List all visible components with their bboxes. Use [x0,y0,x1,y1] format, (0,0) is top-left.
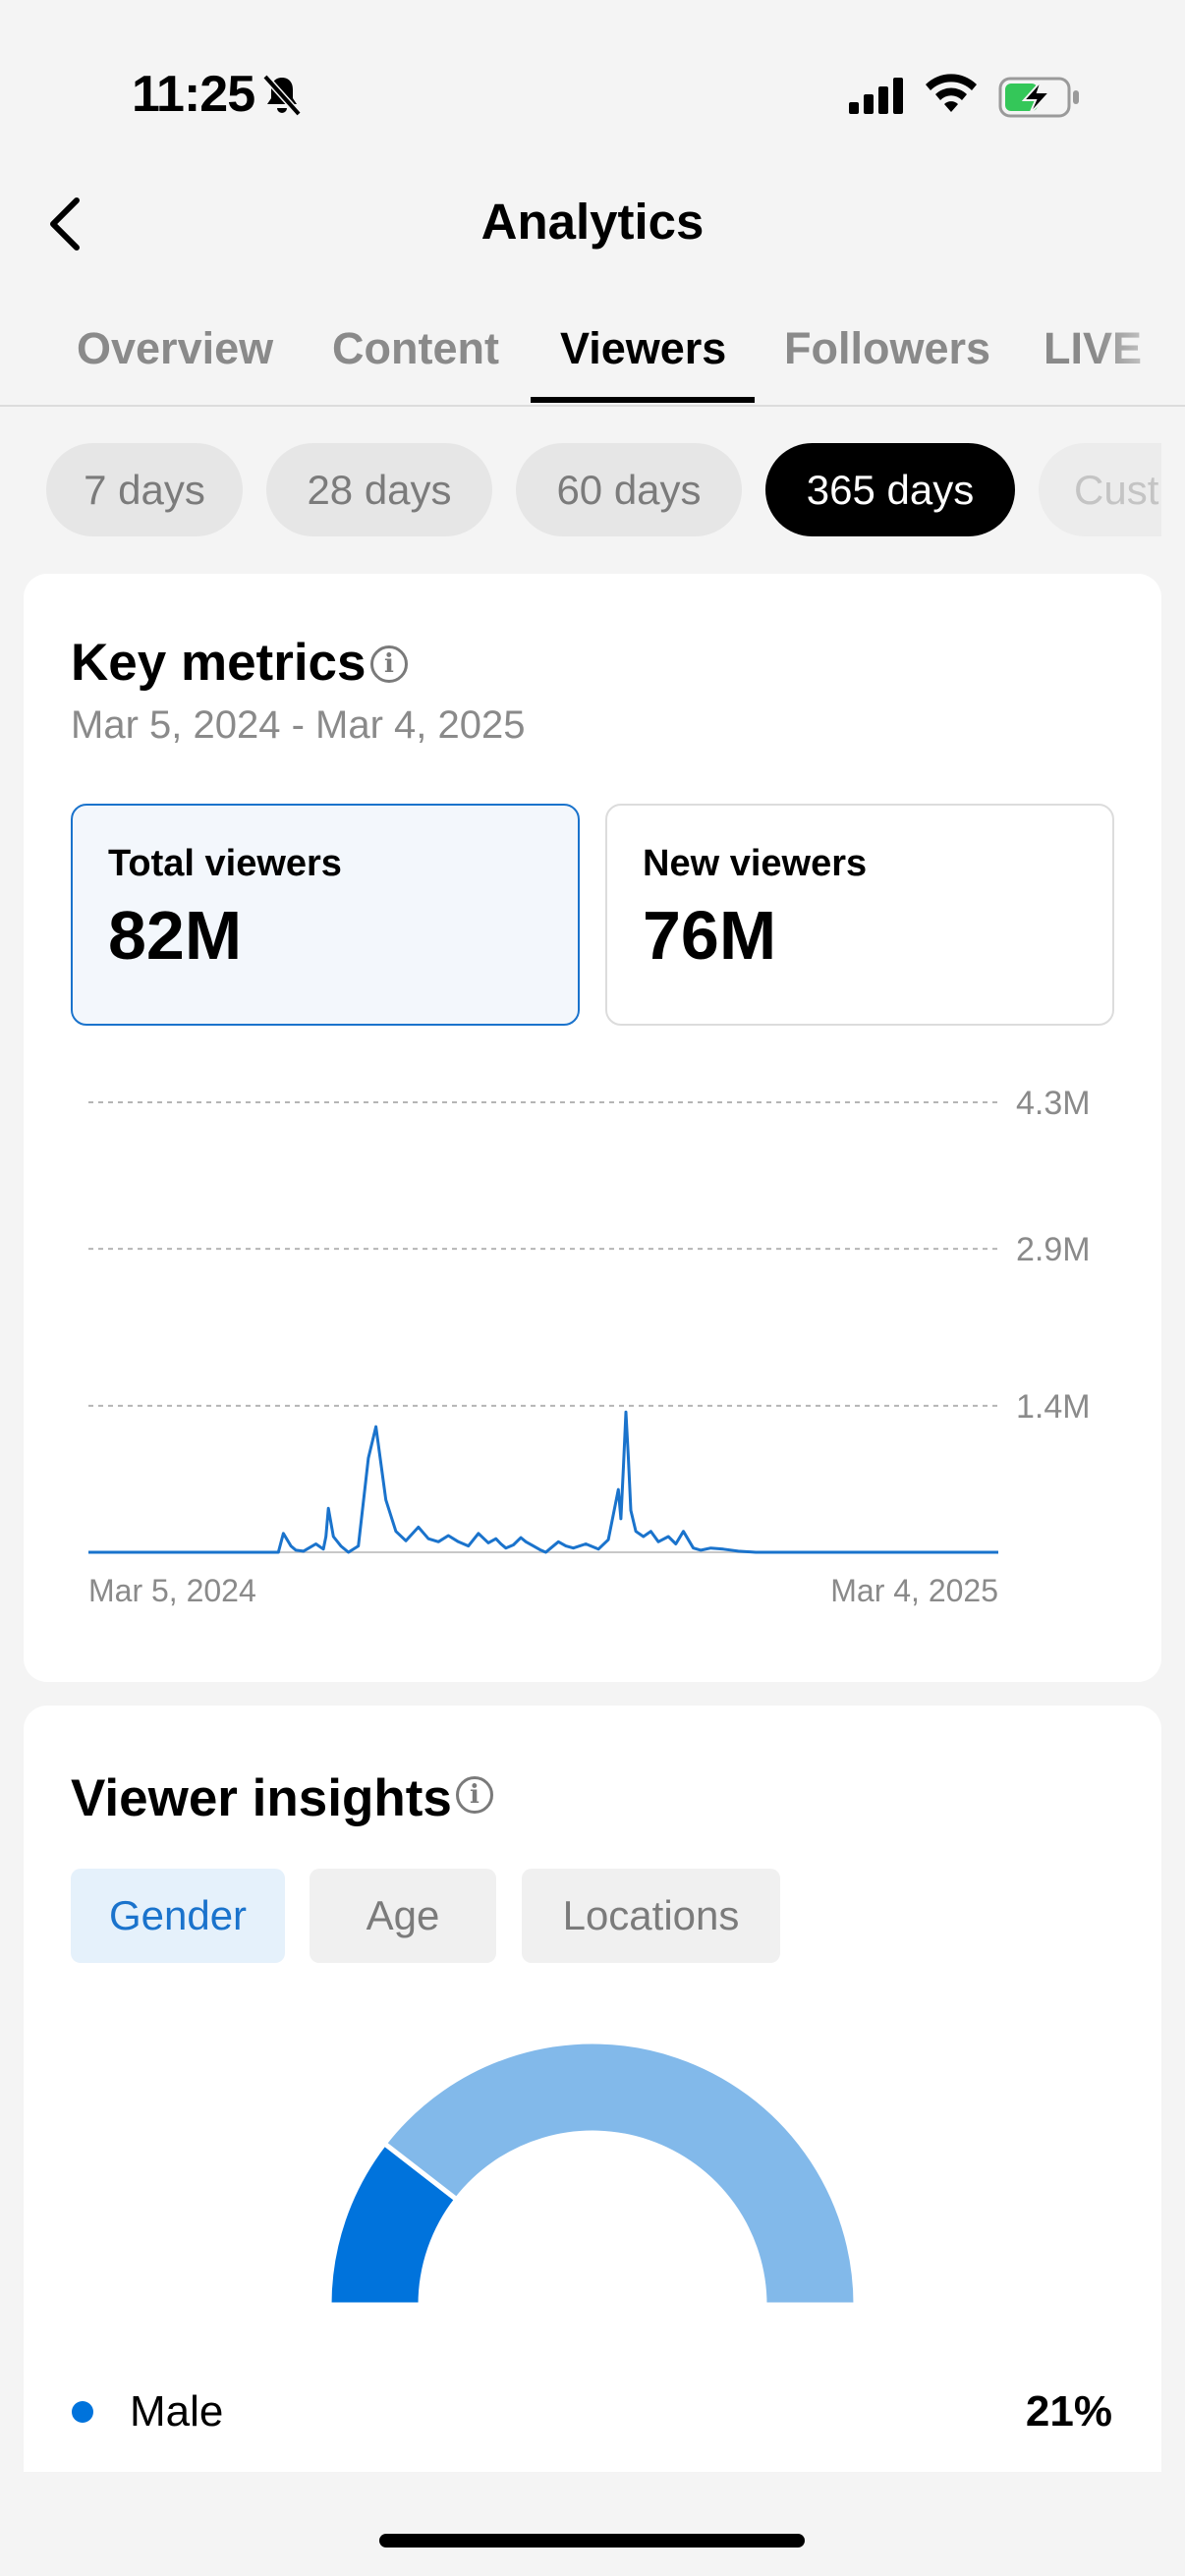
viewers-line-chart: 4.3M 2.9M 1.4M Mar 5, 2024 Mar 4, 2025 [88,1085,1091,1608]
tab-viewers[interactable]: Viewers [560,323,727,373]
info-icon[interactable]: i [456,1776,493,1814]
segment-gender[interactable]: Gender [71,1869,285,1963]
bell-muted-icon [257,71,307,120]
period-custom[interactable]: Cust [1039,443,1161,536]
key-metrics-title: Key metrics [71,634,367,692]
date-range: Mar 5, 2024 - Mar 4, 2025 [71,703,526,747]
tab-content[interactable]: Content [332,323,499,373]
x-tick-label: Mar 4, 2025 [830,1573,998,1608]
home-indicator [379,2534,805,2548]
legend-value-male: 21% [1025,2387,1112,2436]
tab-bar: Overview Content Viewers Followers LIVE [0,309,1185,404]
gender-semicircle-chart [326,2039,859,2308]
tab-followers[interactable]: Followers [784,323,991,373]
period-7-days[interactable]: 7 days [46,443,243,536]
segment-age[interactable]: Age [310,1869,496,1963]
legend-label-male: Male [130,2387,224,2436]
wifi-icon [924,73,979,116]
status-time: 11:25 [132,66,255,123]
total-viewers-card[interactable]: Total viewers 82M [71,804,580,1026]
tab-overview[interactable]: Overview [77,323,274,373]
metric-value: 76M [643,897,777,974]
period-28-days[interactable]: 28 days [266,443,492,536]
cellular-signal-icon [849,77,908,116]
tabs-divider [0,405,1185,407]
tabs-scroll-fade [1097,309,1185,404]
segment-locations[interactable]: Locations [522,1869,780,1963]
x-tick-label: Mar 5, 2024 [88,1573,256,1608]
info-icon[interactable]: i [370,645,408,683]
period-365-days[interactable]: 365 days [765,443,1015,536]
legend-dot-male [72,2401,93,2423]
metric-label: Total viewers [108,843,342,884]
viewer-insights-title: Viewer insights [71,1769,452,1827]
total-viewers-line [88,1410,998,1554]
y-tick-label: 1.4M [1016,1388,1091,1426]
battery-charging-icon [998,77,1081,118]
chevron-left-icon [50,197,80,251]
metric-value: 82M [108,897,243,974]
active-tab-indicator [531,397,755,403]
back-button[interactable] [39,193,94,255]
new-viewers-card[interactable]: New viewers 76M [605,804,1114,1026]
page-title: Analytics [480,194,705,250]
y-tick-label: 4.3M [1016,1085,1091,1122]
y-tick-label: 2.9M [1016,1231,1091,1268]
period-60-days[interactable]: 60 days [516,443,742,536]
metric-label: New viewers [643,843,868,884]
key-metrics-card [24,574,1161,1682]
gender-slice-female [380,2039,859,2308]
